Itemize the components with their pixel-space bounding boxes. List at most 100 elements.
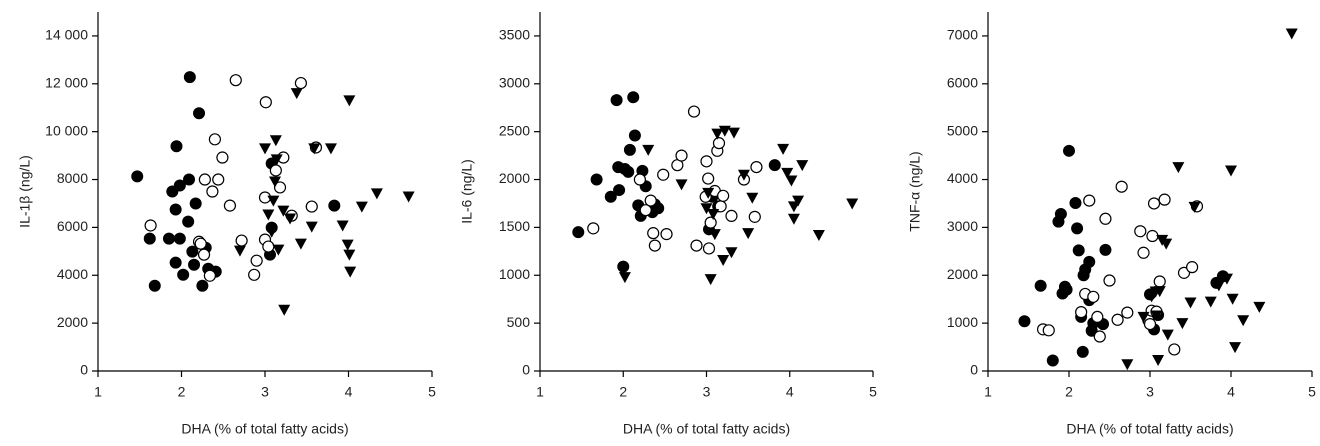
point xyxy=(341,239,354,251)
point xyxy=(402,191,415,203)
point xyxy=(1083,194,1096,207)
point xyxy=(183,71,196,84)
point xyxy=(305,200,318,213)
point xyxy=(711,128,724,140)
x-tick-label: 1 xyxy=(94,384,102,400)
point xyxy=(131,170,144,183)
point xyxy=(633,173,647,186)
point xyxy=(270,154,283,166)
point xyxy=(622,165,635,178)
point xyxy=(846,198,859,210)
point xyxy=(250,254,263,267)
point xyxy=(690,239,703,252)
point xyxy=(1091,310,1104,324)
point xyxy=(208,133,221,146)
point xyxy=(1237,315,1250,327)
x-tick-label: 4 xyxy=(786,384,794,400)
point xyxy=(812,230,825,242)
point xyxy=(1121,306,1134,319)
point xyxy=(704,216,717,229)
point xyxy=(1176,318,1189,330)
point xyxy=(718,125,731,137)
point xyxy=(1103,274,1116,287)
point xyxy=(186,245,199,258)
point xyxy=(1253,301,1266,313)
y-tick-label: 2000 xyxy=(57,314,88,330)
point xyxy=(590,173,603,186)
point xyxy=(1161,329,1174,341)
point xyxy=(1188,201,1201,213)
x-tick-label: 4 xyxy=(1227,384,1235,400)
point xyxy=(1072,244,1085,257)
point xyxy=(1229,342,1242,354)
y-tick-label: 4000 xyxy=(947,170,978,186)
point xyxy=(235,234,248,247)
y-tick-label: 7000 xyxy=(947,27,978,43)
x-tick-label: 5 xyxy=(1308,384,1316,400)
point xyxy=(328,199,341,212)
point xyxy=(787,213,800,225)
x-tick-label: 2 xyxy=(619,384,627,400)
y-tick-label: 6000 xyxy=(57,218,88,234)
series xyxy=(1121,28,1298,371)
point xyxy=(613,184,626,197)
point xyxy=(1225,165,1237,177)
point xyxy=(1143,317,1157,331)
point xyxy=(1137,311,1150,323)
point xyxy=(1134,225,1147,238)
point xyxy=(777,143,790,155)
point xyxy=(233,245,246,257)
point xyxy=(169,256,182,269)
point xyxy=(1087,290,1100,303)
point xyxy=(1212,280,1225,292)
point xyxy=(193,107,206,120)
point xyxy=(1076,345,1089,358)
point xyxy=(1184,297,1197,309)
point xyxy=(1063,144,1075,157)
point xyxy=(336,220,349,232)
point xyxy=(707,208,720,220)
point xyxy=(1168,343,1181,356)
point xyxy=(1186,261,1199,274)
point xyxy=(1150,310,1163,322)
point xyxy=(1071,222,1084,235)
y-tick-label: 10 000 xyxy=(45,122,88,138)
point xyxy=(1060,283,1073,296)
point xyxy=(1018,315,1031,328)
point xyxy=(727,127,740,139)
point xyxy=(269,164,282,177)
point xyxy=(1054,207,1067,220)
point xyxy=(623,143,636,156)
point xyxy=(272,244,285,256)
point xyxy=(768,159,781,172)
y-tick-label: 5000 xyxy=(947,122,978,138)
point xyxy=(725,209,738,223)
point xyxy=(1160,238,1173,250)
point xyxy=(1153,275,1166,288)
point xyxy=(746,192,759,204)
y-tick-label: 6000 xyxy=(947,75,978,91)
x-tick-label: 3 xyxy=(261,384,269,400)
point xyxy=(269,176,282,188)
point xyxy=(196,279,209,292)
x-tick-label: 2 xyxy=(1065,384,1073,400)
point xyxy=(183,173,196,186)
point xyxy=(1069,196,1082,209)
point xyxy=(644,194,657,207)
point xyxy=(262,240,275,253)
point xyxy=(702,187,715,199)
point xyxy=(1204,296,1217,308)
point xyxy=(587,222,600,235)
point xyxy=(259,96,272,109)
panel: 0 500 1000 1500 2000 2500 3000 3500 1 2 3 4 5 DHA (% … xyxy=(459,12,877,437)
point xyxy=(284,213,297,225)
point xyxy=(657,168,670,181)
point xyxy=(277,205,290,217)
point xyxy=(206,185,219,198)
point xyxy=(717,254,730,266)
series xyxy=(131,71,341,292)
point xyxy=(704,274,717,286)
point xyxy=(269,135,282,147)
x-tick-label: 2 xyxy=(178,384,186,400)
point xyxy=(1152,354,1165,366)
